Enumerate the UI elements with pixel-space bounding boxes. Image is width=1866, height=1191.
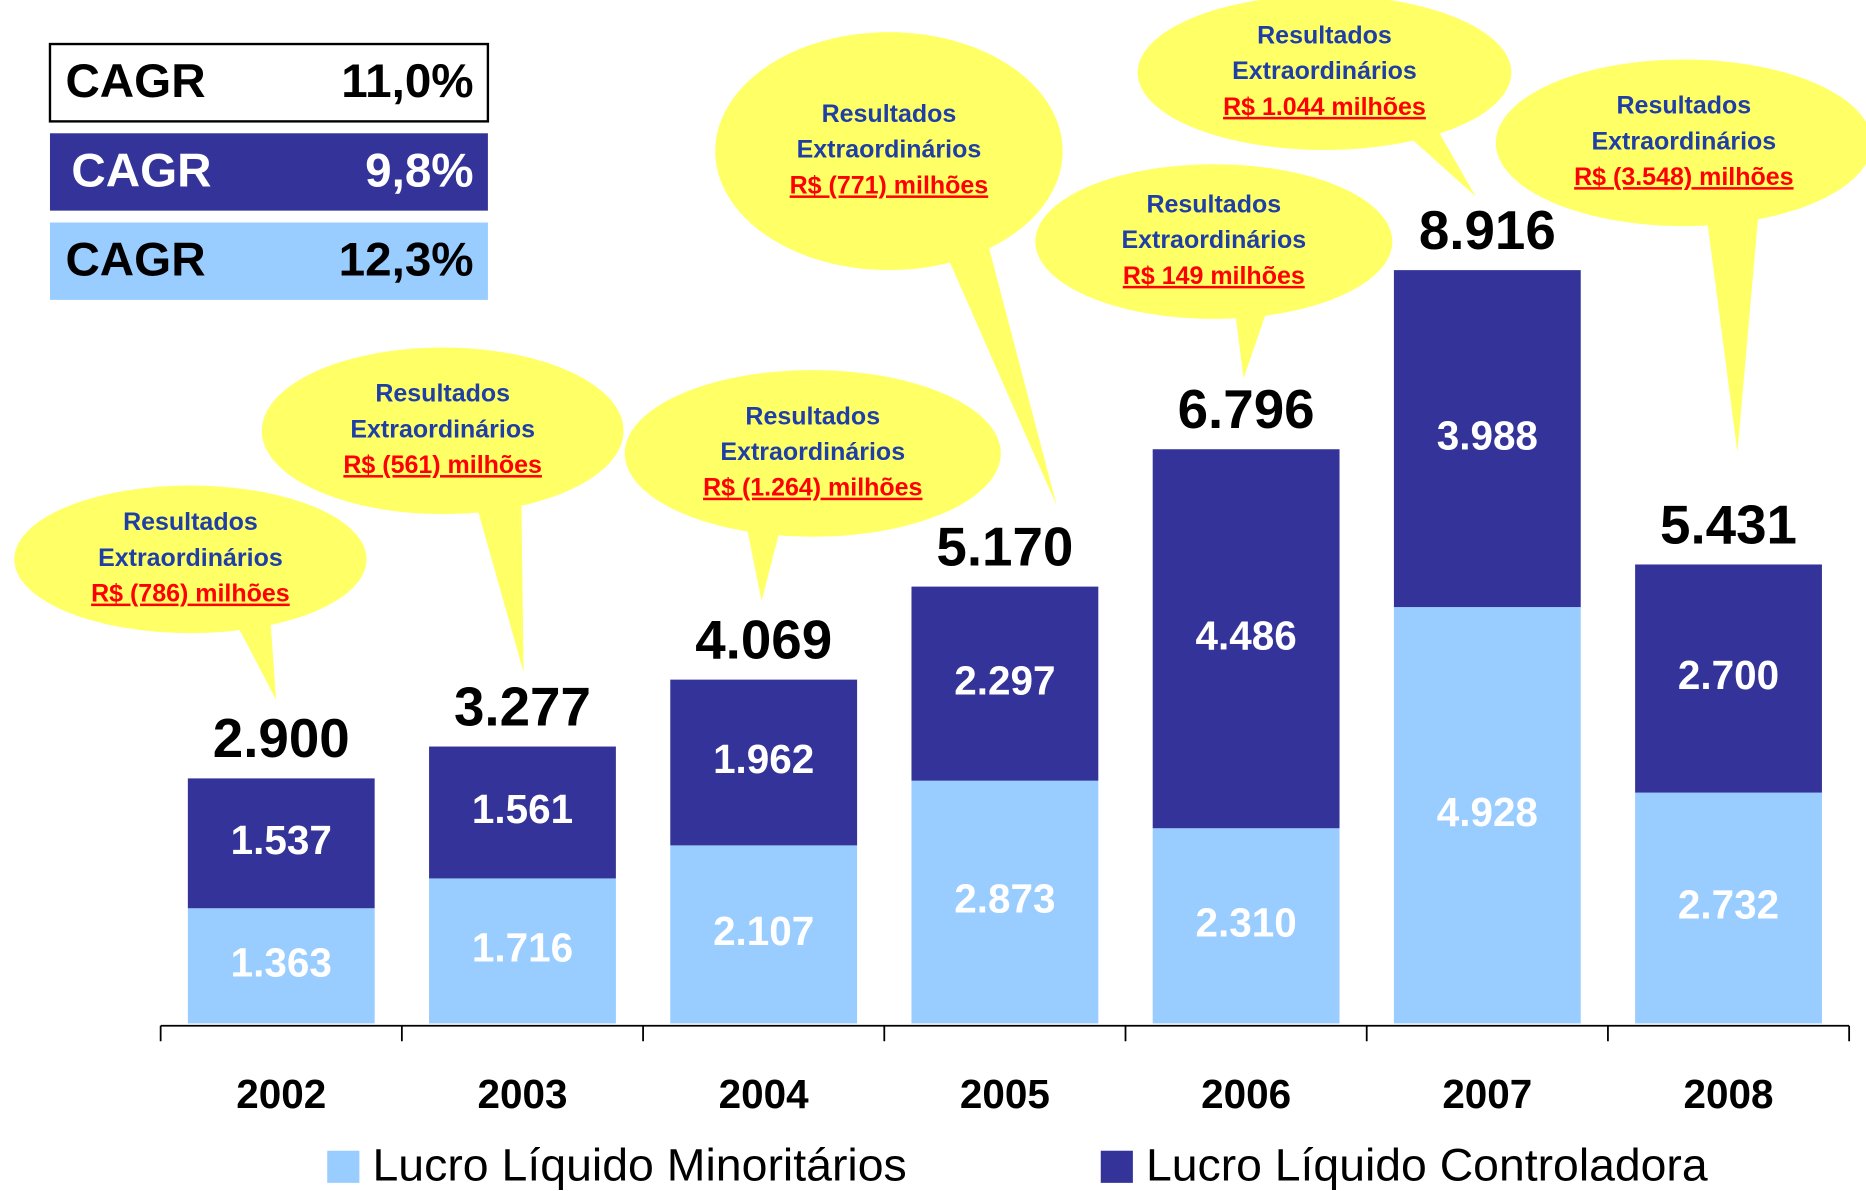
callout-text: Extraordinários <box>720 438 905 466</box>
legend-label: Lucro Líquido Controladora <box>1146 1140 1709 1191</box>
bar-segment <box>670 679 858 846</box>
cagr-label: CAGR <box>71 144 211 197</box>
callout-text: Extraordinários <box>350 415 535 443</box>
total-label: 3.277 <box>454 675 591 737</box>
data-label: 2.297 <box>954 657 1055 703</box>
chart-body: Resultados Extraordinários R$ (786) milhõe… <box>14 0 1866 1191</box>
bar-segment <box>1635 564 1822 793</box>
data-label: 2.732 <box>1678 882 1779 928</box>
callout-amount: R$ (1.264) milhões <box>703 474 922 502</box>
total-label: 4.069 <box>695 608 832 670</box>
cagr-value: 11,0% <box>341 55 473 108</box>
total-label: 6.796 <box>1178 378 1315 440</box>
callout-text: Resultados <box>745 402 880 430</box>
total-label: 2.900 <box>213 707 350 769</box>
bar-segment <box>1152 828 1340 1024</box>
callout-text: Resultados <box>375 380 510 408</box>
bar-segment <box>1635 792 1822 1024</box>
x-tick-label: 2008 <box>1684 1071 1774 1117</box>
bar-segment <box>911 780 1099 1024</box>
legend-swatch <box>327 1150 360 1183</box>
data-label: 4.928 <box>1437 789 1538 835</box>
callout-bubble <box>1035 164 1393 319</box>
data-label: 1.561 <box>472 786 573 832</box>
x-tick-label: 2002 <box>236 1071 326 1117</box>
cagr-box <box>49 222 488 300</box>
data-label: 2.107 <box>713 908 814 954</box>
callout-text: Resultados <box>1617 92 1752 120</box>
callout-amount: R$ (3.548) milhões <box>1574 163 1793 191</box>
bar-segment <box>429 878 616 1024</box>
data-label: 2.310 <box>1195 900 1296 946</box>
bar-segment <box>911 586 1099 781</box>
data-label: 2.873 <box>954 876 1055 922</box>
callout-text: Resultados <box>123 508 258 536</box>
bar-segment <box>187 908 375 1024</box>
callout-bubble <box>624 370 1001 537</box>
callout-text: Resultados <box>1146 190 1281 218</box>
data-label: 4.486 <box>1195 612 1296 658</box>
x-tick-label: 2005 <box>960 1071 1050 1117</box>
total-label: 8.916 <box>1419 199 1556 261</box>
total-label: 5.431 <box>1660 493 1797 555</box>
callout-amount: R$ (786) milhões <box>91 580 290 608</box>
callout-bubble <box>715 32 1063 271</box>
data-label: 1.537 <box>231 817 332 863</box>
callout-text: Extraordinários <box>1232 57 1417 85</box>
bar-segment <box>429 746 616 879</box>
callout-bubble <box>261 347 624 515</box>
bar-segment <box>1393 607 1581 1024</box>
callout-text: Resultados <box>822 100 957 128</box>
callout-bubble <box>14 485 367 634</box>
callout-bubble <box>1137 0 1512 150</box>
cagr-value: 9,8% <box>365 144 473 197</box>
callout-text: Extraordinários <box>98 544 283 572</box>
x-tick-label: 2007 <box>1442 1071 1532 1117</box>
total-label: 5.170 <box>936 515 1073 577</box>
cagr-box <box>49 133 488 211</box>
bar-segment <box>1393 270 1581 608</box>
callout-text: Extraordinários <box>1592 127 1777 155</box>
callout-text: Extraordinários <box>797 136 982 164</box>
cagr-label: CAGR <box>65 234 205 287</box>
callout-text: Extraordinários <box>1121 226 1306 254</box>
data-label: 1.716 <box>472 925 573 971</box>
bar-segment <box>1152 449 1340 829</box>
bar-segment <box>670 845 858 1024</box>
data-label: 1.962 <box>713 736 814 782</box>
callout-amount: R$ (771) milhões <box>790 171 989 199</box>
bar-segment <box>187 778 375 909</box>
x-tick-label: 2004 <box>719 1071 809 1117</box>
data-label: 2.700 <box>1678 652 1779 698</box>
callout-amount: R$ 1.044 milhões <box>1223 93 1426 121</box>
callout-bubble <box>1495 59 1866 227</box>
data-label: 1.363 <box>231 940 332 986</box>
legend-swatch <box>1100 1150 1133 1183</box>
x-tick-label: 2003 <box>477 1071 567 1117</box>
cagr-label: CAGR <box>65 55 205 108</box>
legend-label: Lucro Líquido Minoritários <box>372 1140 906 1191</box>
callout-text: Resultados <box>1257 21 1392 49</box>
callout-amount: R$ (561) milhões <box>343 451 542 479</box>
x-tick-label: 2006 <box>1201 1071 1291 1117</box>
callout-amount: R$ 149 milhões <box>1123 262 1305 290</box>
cagr-value: 12,3% <box>339 234 474 287</box>
cagr-box <box>48 42 490 123</box>
data-label: 3.988 <box>1437 412 1538 458</box>
